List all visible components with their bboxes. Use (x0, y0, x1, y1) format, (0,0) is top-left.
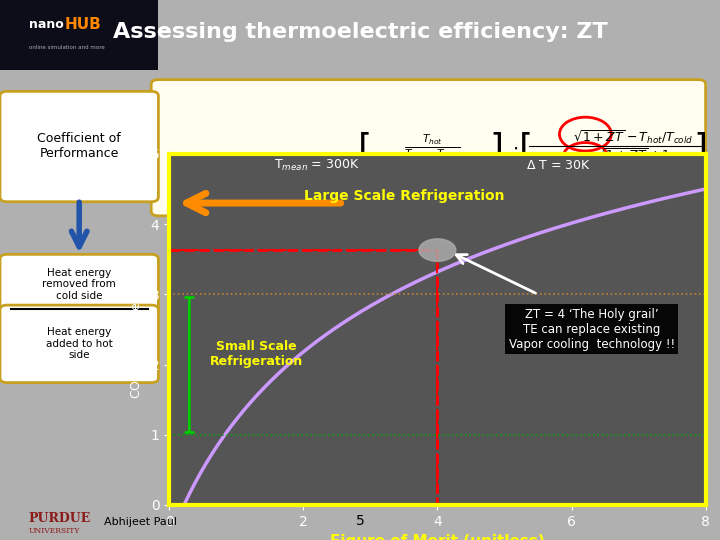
Bar (216, 173, 259, 185)
Text: Abhijeet Paul: Abhijeet Paul (104, 517, 177, 528)
Text: Heat energy
added to hot
side: Heat energy added to hot side (46, 327, 112, 360)
FancyBboxPatch shape (0, 0, 158, 70)
Text: HUB: HUB (65, 17, 102, 32)
Text: online simulation and more: online simulation and more (29, 45, 104, 50)
Text: $[$: $[$ (518, 130, 531, 166)
FancyBboxPatch shape (0, 305, 158, 383)
X-axis label: Figure of Merit (unitless): Figure of Merit (unitless) (330, 534, 545, 540)
Text: Large Scale Refrigeration: Large Scale Refrigeration (304, 188, 504, 202)
Text: T$_{mean}$ = 300K: T$_{mean}$ = 300K (274, 158, 359, 173)
Text: PURDUE: PURDUE (29, 512, 91, 525)
Text: Coefficient of
Performance: Coefficient of Performance (37, 132, 121, 160)
Text: ZT = 4 ‘The Holy grail’
TE can replace existing
Vapor cooling  technology !!: ZT = 4 ‘The Holy grail’ TE can replace e… (508, 308, 675, 351)
Text: $\sqrt{1+ZT}-T_{hot}/T_{cold}$: $\sqrt{1+ZT}-T_{hot}/T_{cold}$ (573, 128, 694, 146)
Y-axis label: COP$_{max}$ (refrigeration): COP$_{max}$ (refrigeration) (128, 260, 145, 399)
Text: nano: nano (29, 18, 63, 31)
FancyBboxPatch shape (151, 79, 706, 216)
Bar (216, 155, 259, 166)
Text: $\Delta$ T = 30K: $\Delta$ T = 30K (526, 159, 590, 172)
Text: $]$: $]$ (693, 130, 706, 166)
Text: Small Scale
Refrigeration: Small Scale Refrigeration (210, 340, 303, 368)
Text: $\frac{T_{hot}}{T_{hot}-T_{cold}}$: $\frac{T_{hot}}{T_{hot}-T_{cold}}$ (404, 133, 460, 163)
Text: $\sqrt{1+ZT}+1$: $\sqrt{1+ZT}+1$ (596, 148, 671, 163)
FancyBboxPatch shape (0, 91, 158, 202)
FancyBboxPatch shape (0, 254, 158, 314)
Text: 5: 5 (356, 514, 364, 528)
Bar (169, 250, 438, 505)
Ellipse shape (419, 239, 456, 261)
Text: $\cdot$: $\cdot$ (512, 138, 518, 157)
Text: $[$: $[$ (357, 130, 370, 166)
Text: Heat energy
removed from
cold side: Heat energy removed from cold side (42, 268, 116, 301)
Text: $]$: $]$ (489, 130, 502, 166)
Text: Assessing thermoelectric efficiency: ZT: Assessing thermoelectric efficiency: ZT (112, 22, 608, 42)
Text: UNIVERSITY: UNIVERSITY (29, 527, 80, 535)
